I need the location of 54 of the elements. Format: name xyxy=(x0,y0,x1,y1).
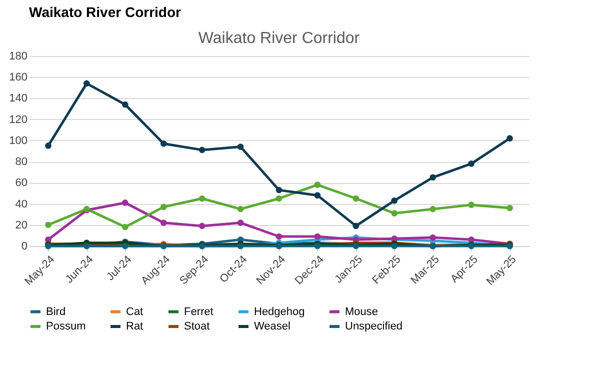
point xyxy=(430,234,436,241)
y-tick-label: 0 xyxy=(21,240,28,252)
legend-label: Hedgehog xyxy=(254,306,305,318)
point xyxy=(391,210,398,216)
point xyxy=(198,146,206,154)
y-tick-label: 140 xyxy=(9,92,28,105)
y-tick-label: 120 xyxy=(9,114,28,126)
point xyxy=(237,220,244,226)
legend-label: Ferret xyxy=(184,306,214,318)
point xyxy=(468,160,474,167)
point xyxy=(160,204,167,210)
point xyxy=(198,222,206,230)
legend-label: Cat xyxy=(126,306,144,318)
legend-label: Weasel xyxy=(254,320,290,332)
point xyxy=(276,195,282,202)
point xyxy=(160,140,167,147)
point xyxy=(276,233,282,240)
point xyxy=(122,224,128,230)
y-tick-label: 40 xyxy=(15,198,28,210)
point xyxy=(468,202,474,208)
point xyxy=(430,174,436,181)
point xyxy=(160,220,167,226)
y-tick-label: 60 xyxy=(15,177,28,190)
legend-label: Unspecified xyxy=(345,320,402,332)
point xyxy=(84,80,90,87)
point xyxy=(45,142,52,149)
legend-label: Stoat xyxy=(184,320,210,332)
point xyxy=(352,195,360,202)
point xyxy=(314,192,321,198)
legend-label: Bird xyxy=(46,306,66,318)
point xyxy=(391,197,398,204)
legend-label: Mouse xyxy=(345,306,378,318)
y-tick-label: 180 xyxy=(9,50,28,62)
point xyxy=(237,206,244,212)
y-tick-label: 80 xyxy=(15,156,28,168)
point xyxy=(506,204,513,212)
point xyxy=(314,233,321,240)
point xyxy=(122,101,128,108)
point xyxy=(352,222,360,230)
point xyxy=(198,195,206,202)
legend-label: Possum xyxy=(46,320,86,332)
legend-label: Rat xyxy=(126,320,144,332)
point xyxy=(314,182,321,188)
point xyxy=(430,206,436,212)
text: Waikato River Corridor xyxy=(29,4,182,20)
point xyxy=(122,200,128,206)
y-tick-label: 100 xyxy=(9,134,28,147)
chart-title: Waikato River Corridor xyxy=(198,30,360,47)
y-tick-label: 160 xyxy=(9,72,28,84)
point xyxy=(276,186,282,194)
point xyxy=(506,135,513,142)
point xyxy=(45,222,52,228)
y-tick-label: 20 xyxy=(15,219,28,232)
point xyxy=(237,144,244,150)
